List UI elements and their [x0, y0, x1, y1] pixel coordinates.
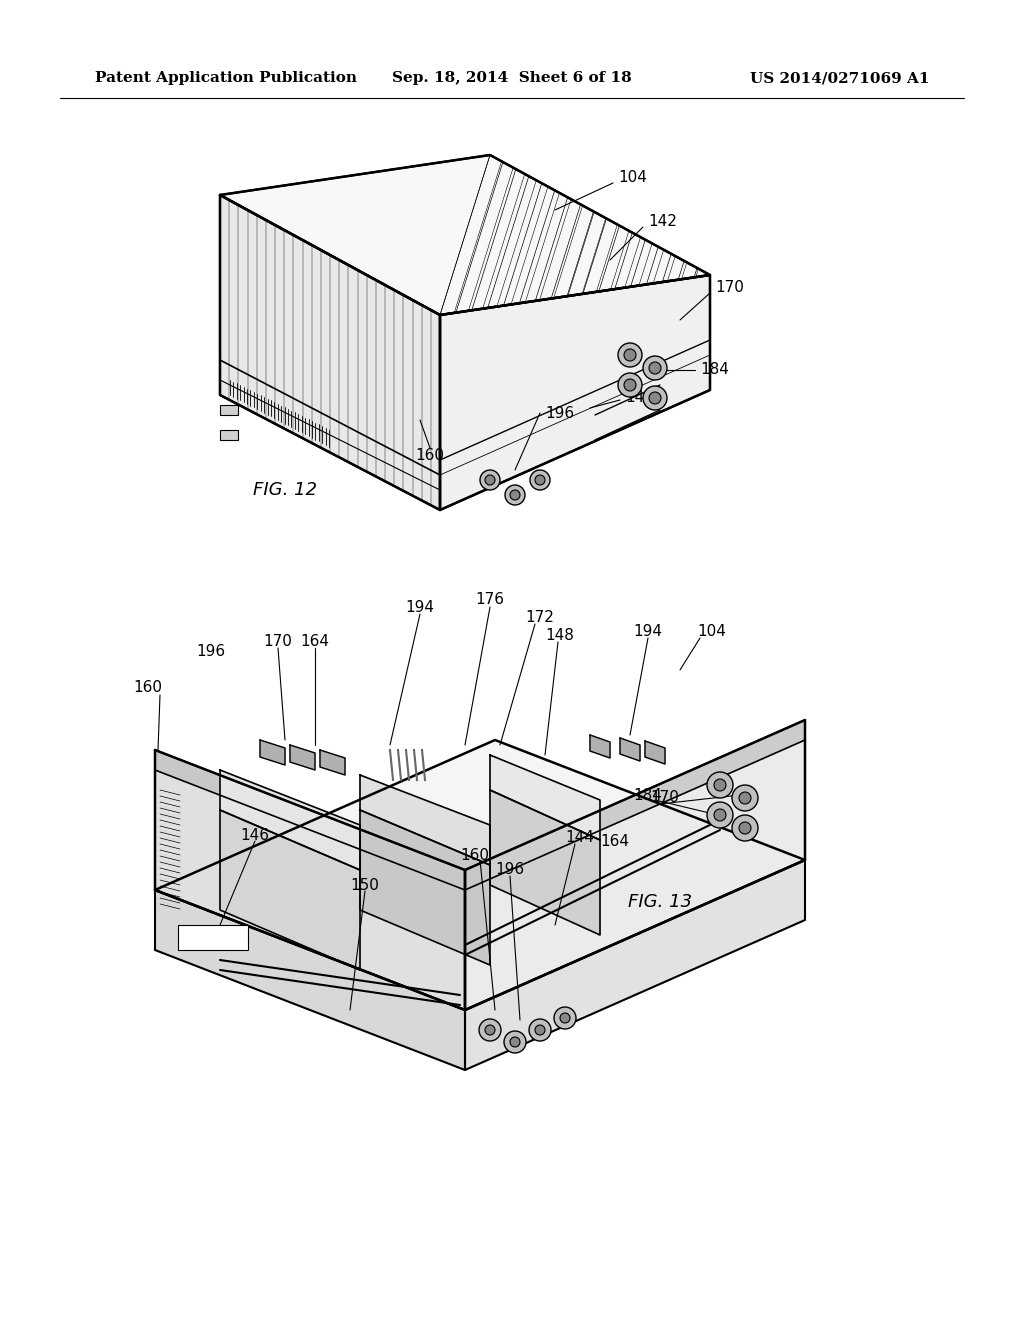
Text: 164: 164 — [600, 834, 630, 850]
Text: 160: 160 — [461, 847, 489, 862]
Polygon shape — [490, 789, 600, 935]
Polygon shape — [220, 810, 360, 970]
Text: 104: 104 — [697, 624, 726, 639]
Text: Sep. 18, 2014  Sheet 6 of 18: Sep. 18, 2014 Sheet 6 of 18 — [392, 71, 632, 84]
Text: 196: 196 — [196, 644, 225, 660]
Circle shape — [643, 356, 667, 380]
Text: 142: 142 — [648, 214, 677, 230]
Circle shape — [535, 475, 545, 484]
Circle shape — [618, 374, 642, 397]
Polygon shape — [155, 750, 465, 890]
Bar — [220, 405, 238, 414]
Polygon shape — [155, 750, 465, 1010]
Text: 150: 150 — [350, 878, 380, 892]
Circle shape — [510, 490, 520, 500]
Polygon shape — [490, 755, 600, 840]
Polygon shape — [220, 770, 360, 870]
Text: Patent Application Publication: Patent Application Publication — [95, 71, 357, 84]
Text: 196: 196 — [496, 862, 524, 878]
Circle shape — [505, 484, 525, 506]
Polygon shape — [360, 775, 490, 865]
Polygon shape — [465, 719, 805, 890]
Circle shape — [649, 392, 662, 404]
Circle shape — [530, 470, 550, 490]
Circle shape — [480, 470, 500, 490]
Text: 144: 144 — [565, 830, 595, 846]
Text: 172: 172 — [525, 610, 554, 626]
Polygon shape — [620, 738, 640, 762]
Polygon shape — [155, 890, 465, 1071]
Text: US 2014/0271069 A1: US 2014/0271069 A1 — [751, 71, 930, 84]
Circle shape — [529, 1019, 551, 1041]
Polygon shape — [645, 741, 665, 764]
Circle shape — [732, 785, 758, 810]
Polygon shape — [290, 744, 315, 770]
Bar — [220, 430, 238, 440]
Text: 184: 184 — [634, 788, 663, 803]
Text: 160: 160 — [133, 681, 163, 696]
Polygon shape — [360, 810, 490, 965]
Text: 148: 148 — [546, 627, 574, 643]
Circle shape — [618, 343, 642, 367]
Text: 196: 196 — [545, 405, 574, 421]
Polygon shape — [590, 735, 610, 758]
Circle shape — [732, 814, 758, 841]
Polygon shape — [440, 275, 710, 510]
Circle shape — [714, 809, 726, 821]
Circle shape — [707, 803, 733, 828]
Text: FIG. 12: FIG. 12 — [253, 480, 317, 499]
Text: 176: 176 — [475, 593, 505, 607]
Circle shape — [714, 779, 726, 791]
Circle shape — [643, 385, 667, 411]
Text: 144: 144 — [625, 391, 654, 405]
Bar — [178, 925, 248, 950]
Text: 170: 170 — [263, 635, 293, 649]
Circle shape — [479, 1019, 501, 1041]
Text: FIG. 13: FIG. 13 — [628, 894, 692, 911]
Circle shape — [739, 792, 751, 804]
Circle shape — [707, 772, 733, 799]
Circle shape — [535, 1026, 545, 1035]
Circle shape — [624, 348, 636, 360]
Circle shape — [504, 1031, 526, 1053]
Polygon shape — [465, 719, 805, 1010]
Circle shape — [510, 1038, 520, 1047]
Text: 146: 146 — [241, 828, 269, 842]
Text: 170: 170 — [650, 791, 680, 805]
Text: 160: 160 — [416, 447, 444, 462]
Text: 194: 194 — [634, 624, 663, 639]
Circle shape — [560, 1012, 570, 1023]
Text: 164: 164 — [300, 635, 330, 649]
Text: 184: 184 — [700, 363, 729, 378]
Polygon shape — [220, 154, 710, 315]
Polygon shape — [260, 741, 285, 766]
Circle shape — [554, 1007, 575, 1030]
Circle shape — [485, 1026, 495, 1035]
Text: 104: 104 — [618, 170, 647, 186]
Polygon shape — [465, 861, 805, 1071]
Polygon shape — [319, 750, 345, 775]
Circle shape — [739, 822, 751, 834]
Polygon shape — [220, 195, 440, 510]
Circle shape — [624, 379, 636, 391]
Polygon shape — [155, 741, 805, 1010]
Circle shape — [649, 362, 662, 374]
Text: 194: 194 — [406, 601, 434, 615]
Circle shape — [485, 475, 495, 484]
Text: 170: 170 — [715, 281, 743, 296]
